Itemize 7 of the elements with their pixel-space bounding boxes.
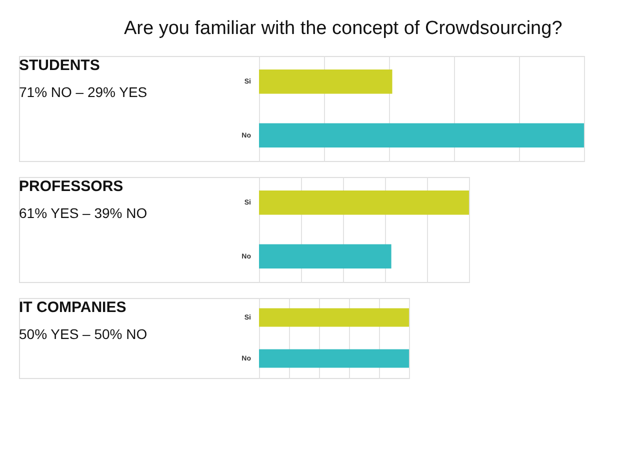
- text: 50% YES – 50% NO: [19, 326, 148, 342]
- text: STUDENTS: [19, 57, 100, 74]
- chart-title: Are you familiar with the concept of Crowdsourcing?: [124, 18, 562, 39]
- text: 61% YES – 39% NO: [19, 205, 148, 221]
- text: IT COMPANIES: [19, 299, 126, 316]
- text: PROFESSORS: [19, 178, 124, 195]
- text: 71% NO – 29% YES: [19, 84, 148, 100]
